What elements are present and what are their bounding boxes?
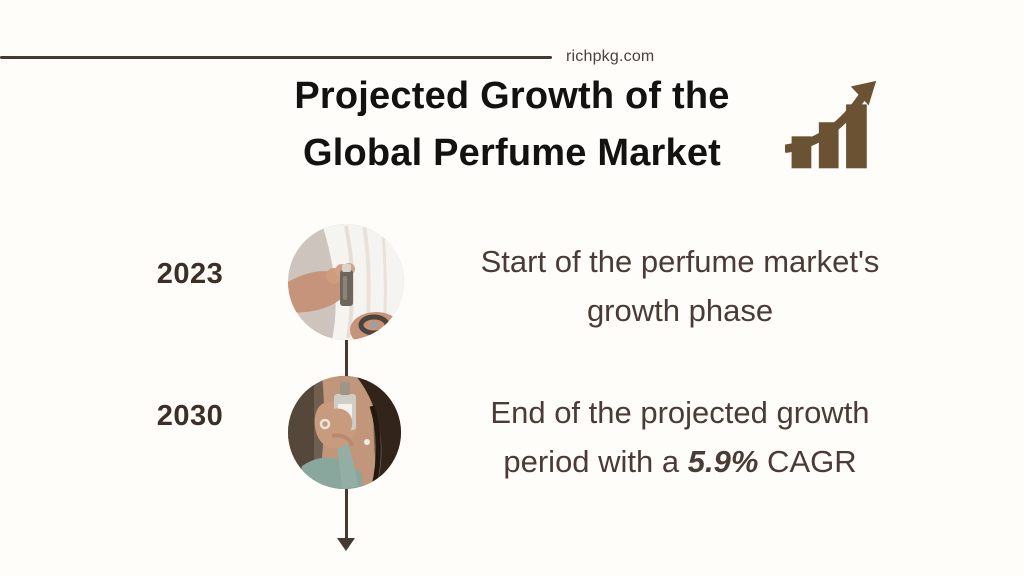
description-2023: Start of the perfume market's growth pha… bbox=[430, 237, 930, 335]
page-title-line2: Global Perfume Market bbox=[302, 132, 722, 174]
page-title: Projected Growth of the Global Perfume M… bbox=[232, 68, 792, 182]
cagr-value: 5.9% bbox=[687, 444, 759, 479]
header-divider-line bbox=[0, 56, 552, 59]
timeline-year-2023: 2023 bbox=[156, 258, 224, 290]
description-2030: End of the projected growth period with … bbox=[430, 388, 930, 486]
photo-2023-hand-spraying-perfume bbox=[288, 224, 404, 340]
description-2030-line1: End of the projected growth bbox=[490, 395, 870, 430]
page-title-line1: Projected Growth of the bbox=[294, 75, 730, 117]
description-2030-line2-pre: period with a bbox=[503, 444, 688, 479]
description-2023-line2: growth phase bbox=[586, 293, 774, 328]
description-2030-line2-post: CAGR bbox=[758, 444, 857, 479]
description-2030-line2: period with a 5.9% CAGR bbox=[430, 437, 930, 486]
timeline-year-2030: 2030 bbox=[156, 400, 224, 432]
photo-2030-woman-holding-perfume bbox=[288, 376, 401, 489]
watermark-url: richpkg.com bbox=[566, 48, 655, 65]
growth-bar-chart-icon bbox=[782, 79, 879, 175]
description-2023-line1: Start of the perfume market's bbox=[480, 244, 880, 279]
timeline-arrow-down-icon bbox=[337, 538, 355, 551]
